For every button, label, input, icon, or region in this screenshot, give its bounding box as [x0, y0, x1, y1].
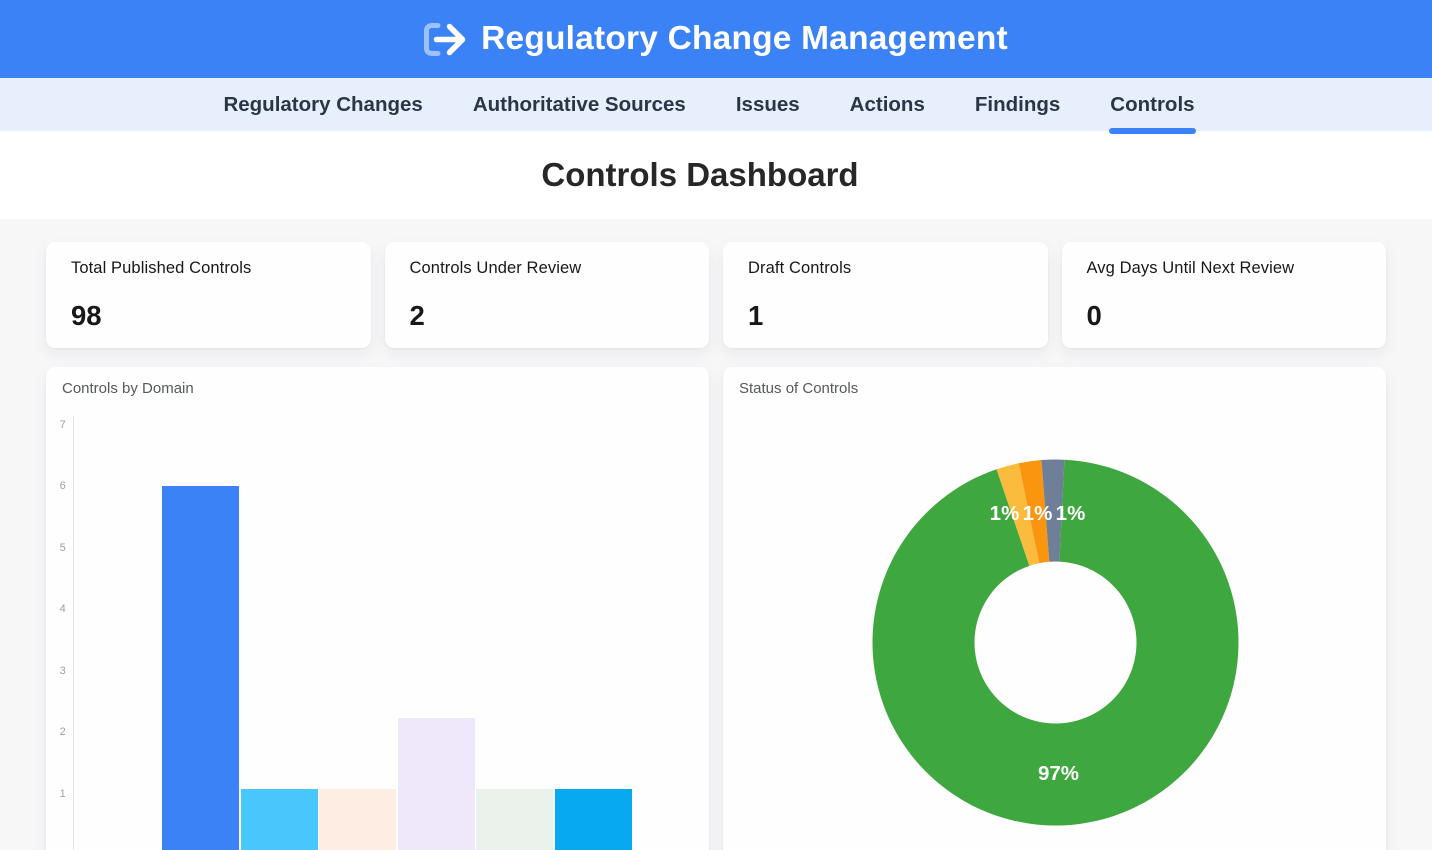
bar-3 — [397, 717, 475, 850]
active-tab-underline — [1109, 128, 1196, 134]
arrow-exit-bracket-icon — [424, 22, 466, 56]
bar-chart-title: Controls by Domain — [62, 380, 194, 397]
stat-card-draft-controls: Draft Controls 1 — [723, 242, 1048, 348]
page-title: Controls Dashboard — [541, 156, 859, 193]
y-axis-tick-label: 3 — [59, 664, 66, 677]
stat-label: Total Published Controls — [71, 259, 252, 277]
donut-slice-3 — [1041, 459, 1065, 562]
y-axis-tick-label: 4 — [59, 603, 66, 616]
content: Total Published Controls 98 Controls Under… — [0, 219, 1432, 850]
stat-value: 0 — [1086, 300, 1102, 331]
donut-chart-card: Status of Controls 97% 1% 1% 1% — [723, 367, 1386, 850]
bar-2 — [319, 789, 397, 850]
nav-item-regulatory-changes[interactable]: Regulatory Changes — [223, 93, 423, 116]
stat-label: Avg Days Until Next Review — [1086, 259, 1295, 277]
stat-card-avg-days-until-next-review: Avg Days Until Next Review 0 — [1061, 242, 1386, 348]
bar-1 — [240, 789, 318, 850]
donut-slice-label-3: 1% — [1055, 502, 1086, 525]
y-axis-tick-label: 2 — [59, 726, 66, 739]
stat-value: 2 — [409, 300, 425, 331]
nav-inner: Regulatory Changes Authoritative Sources I… — [198, 78, 1219, 134]
stat-label: Controls Under Review — [409, 259, 582, 277]
nav-item-issues[interactable]: Issues — [735, 93, 800, 116]
donut-slice-label-0: 97% — [1037, 761, 1080, 785]
nav-item-findings[interactable]: Findings — [974, 93, 1061, 116]
stats-grid: Total Published Controls 98 Controls Under… — [46, 242, 1386, 348]
donut-slice-1 — [996, 463, 1040, 566]
y-axis-tick-label: 7 — [59, 418, 66, 431]
bar-chart-card: Controls by Domain 1 2 3 4 5 6 7 — [46, 367, 709, 850]
donut-svg — [872, 459, 1239, 826]
bar-0 — [162, 486, 240, 850]
title-band: Controls Dashboard — [0, 131, 1432, 219]
app-title: Regulatory Change Management — [481, 20, 1008, 57]
stat-value: 98 — [71, 300, 102, 331]
stat-card-total-published-controls: Total Published Controls 98 — [46, 242, 371, 348]
y-axis-tick-label: 6 — [59, 480, 66, 493]
donut-chart-title: Status of Controls — [739, 380, 859, 397]
app-header: Regulatory Change Management — [0, 0, 1432, 78]
donut-slice-0 — [872, 459, 1239, 826]
donut-chart-plot: 97% 1% 1% 1% — [723, 367, 1386, 850]
bar-chart-plot: 1 2 3 4 5 6 7 — [46, 367, 709, 850]
stat-value: 1 — [748, 300, 764, 331]
y-axis-line — [72, 415, 74, 850]
donut-slice-2 — [1018, 460, 1050, 564]
bar-5 — [554, 789, 632, 850]
nav-item-actions[interactable]: Actions — [849, 93, 925, 116]
nav-item-authoritative-sources[interactable]: Authoritative Sources — [472, 93, 686, 116]
stat-label: Draft Controls — [748, 259, 852, 277]
stat-card-controls-under-review: Controls Under Review 2 — [384, 242, 709, 348]
bar-4 — [476, 789, 554, 850]
donut-slice-label-2: 1% — [1022, 502, 1053, 525]
main-nav: Regulatory Changes Authoritative Sources I… — [0, 78, 1432, 134]
y-axis-tick-label: 5 — [59, 541, 66, 554]
y-axis-tick-label: 1 — [59, 787, 66, 800]
charts-grid: Controls by Domain 1 2 3 4 5 6 7 Status of Con… — [46, 367, 1386, 850]
donut-slice-label-1: 1% — [989, 502, 1020, 525]
nav-item-controls[interactable]: Controls — [1109, 78, 1196, 134]
